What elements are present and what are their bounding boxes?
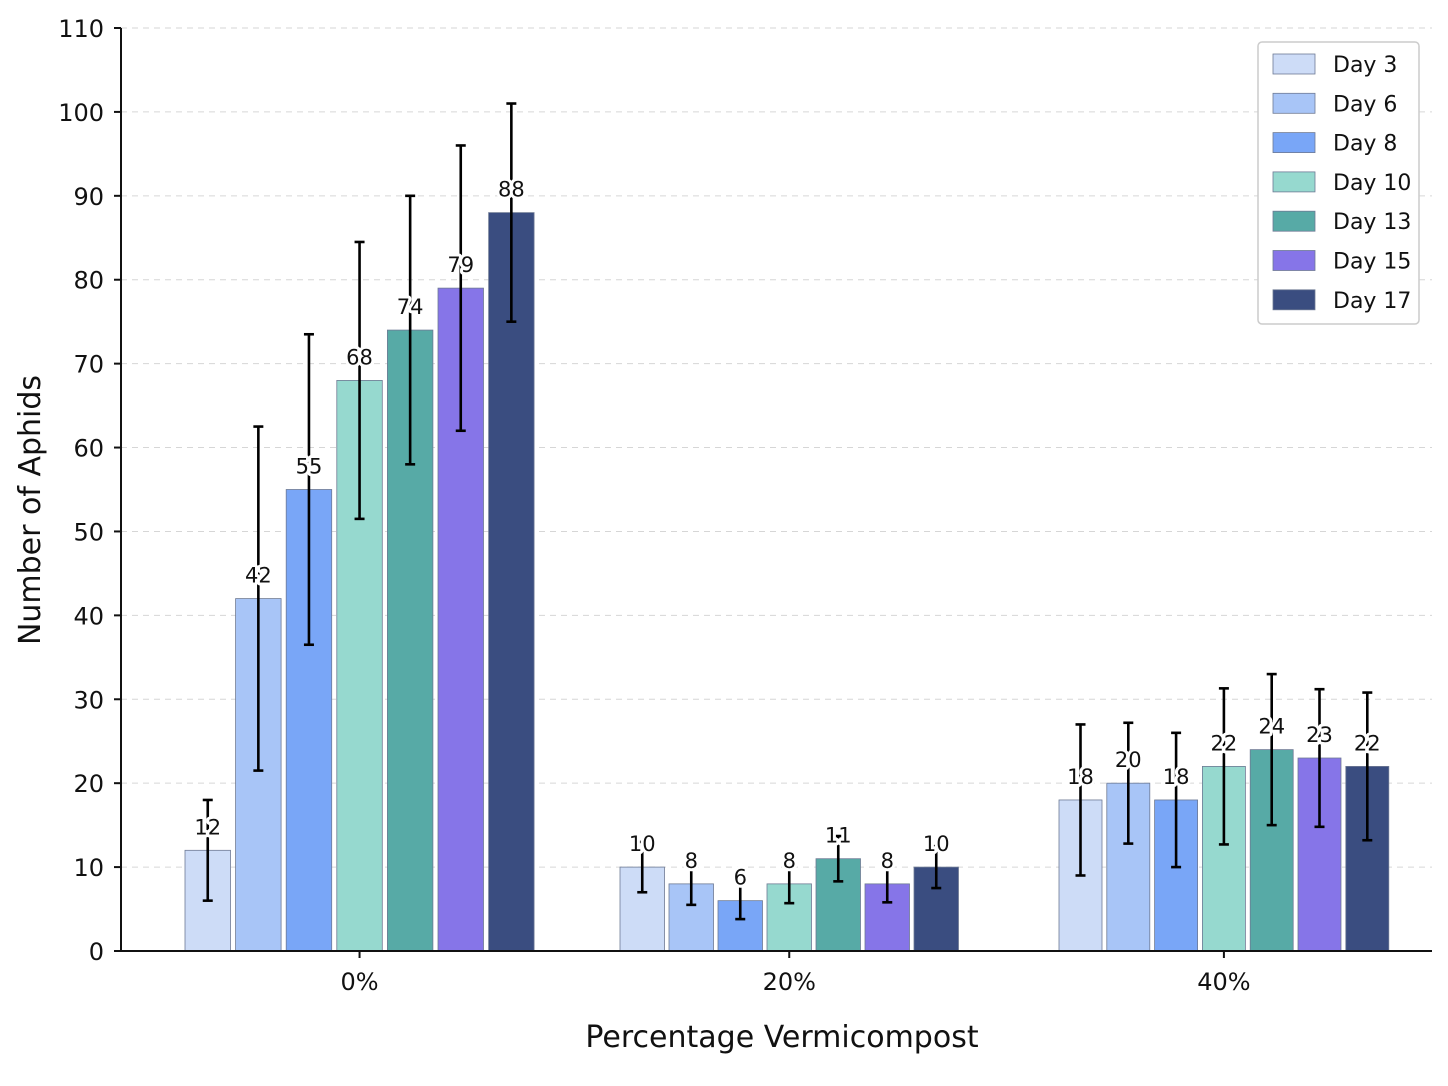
bar-value-label: 55 [296,455,323,479]
bar-value-label: 10 [923,832,950,856]
bar-value-label: 8 [685,849,698,873]
legend-label: Day 17 [1333,289,1411,314]
y-tick-label: 10 [73,854,104,882]
y-axis-title: Number of Aphids [13,375,48,645]
bar-value-label: 11 [825,824,852,848]
legend-swatch [1272,210,1316,232]
y-tick-label: 0 [89,938,104,966]
legend-swatch [1272,92,1316,114]
bar [488,212,535,952]
bar-value-label: 8 [783,849,796,873]
y-tick-label: 80 [73,267,104,295]
y-ticks: 0 10 20 30 40 50 60 70 80 90 100 110 [58,15,121,966]
legend-swatch [1272,132,1316,154]
bar [386,329,434,952]
legend-swatch [1272,171,1316,193]
bar-value-label: 74 [397,295,424,319]
y-tick-label: 60 [73,435,104,463]
x-ticks: 0% 20% 40% [341,951,1251,996]
y-tick-label: 110 [58,15,104,43]
legend-label: Day 13 [1333,210,1411,235]
y-tick-label: 50 [73,518,104,546]
bar-value-label: 8 [881,849,894,873]
y-tick-label: 100 [58,99,104,127]
y-tick-label: 20 [73,770,104,798]
bar-value-label: 22 [1211,731,1238,755]
bar-value-label: 79 [447,253,474,277]
legend-swatch [1272,289,1316,311]
bar-value-label: 18 [1067,765,1094,789]
bar-value-label: 6 [734,866,747,890]
bar-value-label: 68 [346,345,373,369]
legend-label: Day 3 [1333,53,1397,78]
legend-label: Day 6 [1333,92,1397,117]
x-tick-label: 40% [1197,968,1250,996]
bar-value-label: 42 [245,564,272,588]
legend-label: Day 10 [1333,171,1411,196]
axes [114,28,1432,952]
legend-swatch [1272,250,1316,271]
bar-value-label: 12 [194,815,221,839]
bar-value-label: 10 [629,832,656,856]
bar-value-label: 18 [1163,765,1190,789]
y-tick-label: 70 [73,351,104,379]
x-tick-label: 20% [763,968,816,996]
bar-value-label: 24 [1258,715,1285,739]
bars [184,212,1390,952]
bar-value-label: 22 [1354,731,1381,755]
error-bars [202,102,1373,921]
x-axis-title: Percentage Vermicompost [585,1020,978,1055]
bar-value-label: 88 [498,178,525,202]
x-tick-label: 0% [341,968,379,996]
legend-swatch [1272,53,1316,75]
y-tick-label: 90 [73,183,104,211]
bar-value-label: 23 [1306,723,1333,747]
legend-label: Day 15 [1333,250,1411,275]
legend-label: Day 8 [1333,132,1397,157]
bar-value-label: 20 [1115,748,1142,772]
y-tick-label: 40 [73,602,104,630]
y-tick-label: 30 [73,686,104,714]
legend: Day 3 Day 6 Day 8 Day 10 Day 13 Day 15 Day 17 [1257,41,1420,325]
